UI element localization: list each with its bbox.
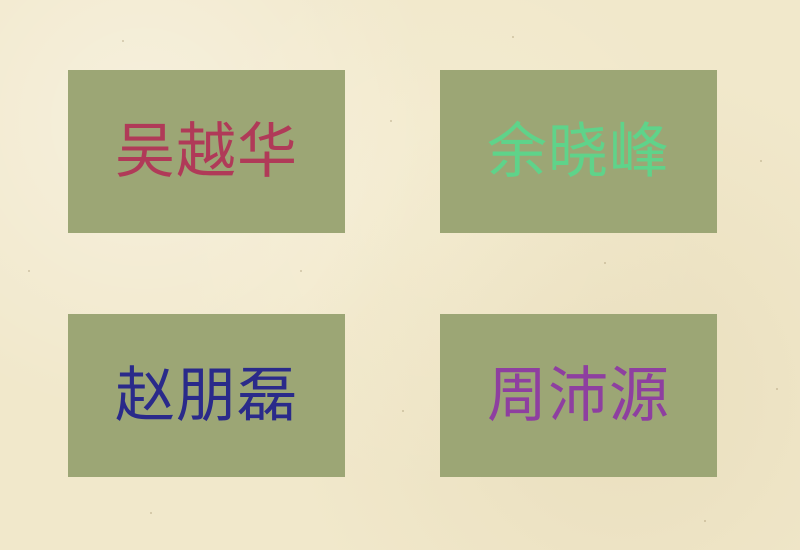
name-text: 吴越华 <box>115 116 298 187</box>
name-text: 赵朋磊 <box>115 360 298 431</box>
paper-speck <box>704 520 706 522</box>
name-text: 余晓峰 <box>487 116 670 187</box>
name-text: 周沛源 <box>487 360 670 431</box>
paper-speck <box>300 270 302 272</box>
paper-speck <box>402 410 404 412</box>
name-card-4: 周沛源 <box>440 314 717 477</box>
name-card-2: 余晓峰 <box>440 70 717 233</box>
paper-speck <box>122 40 124 42</box>
paper-speck <box>776 388 778 390</box>
paper-speck <box>28 270 30 272</box>
paper-speck <box>390 120 392 122</box>
paper-speck <box>760 160 762 162</box>
paper-speck <box>150 512 152 514</box>
paper-speck <box>512 36 514 38</box>
name-card-1: 吴越华 <box>68 70 345 233</box>
paper-speck <box>604 262 606 264</box>
name-card-3: 赵朋磊 <box>68 314 345 477</box>
